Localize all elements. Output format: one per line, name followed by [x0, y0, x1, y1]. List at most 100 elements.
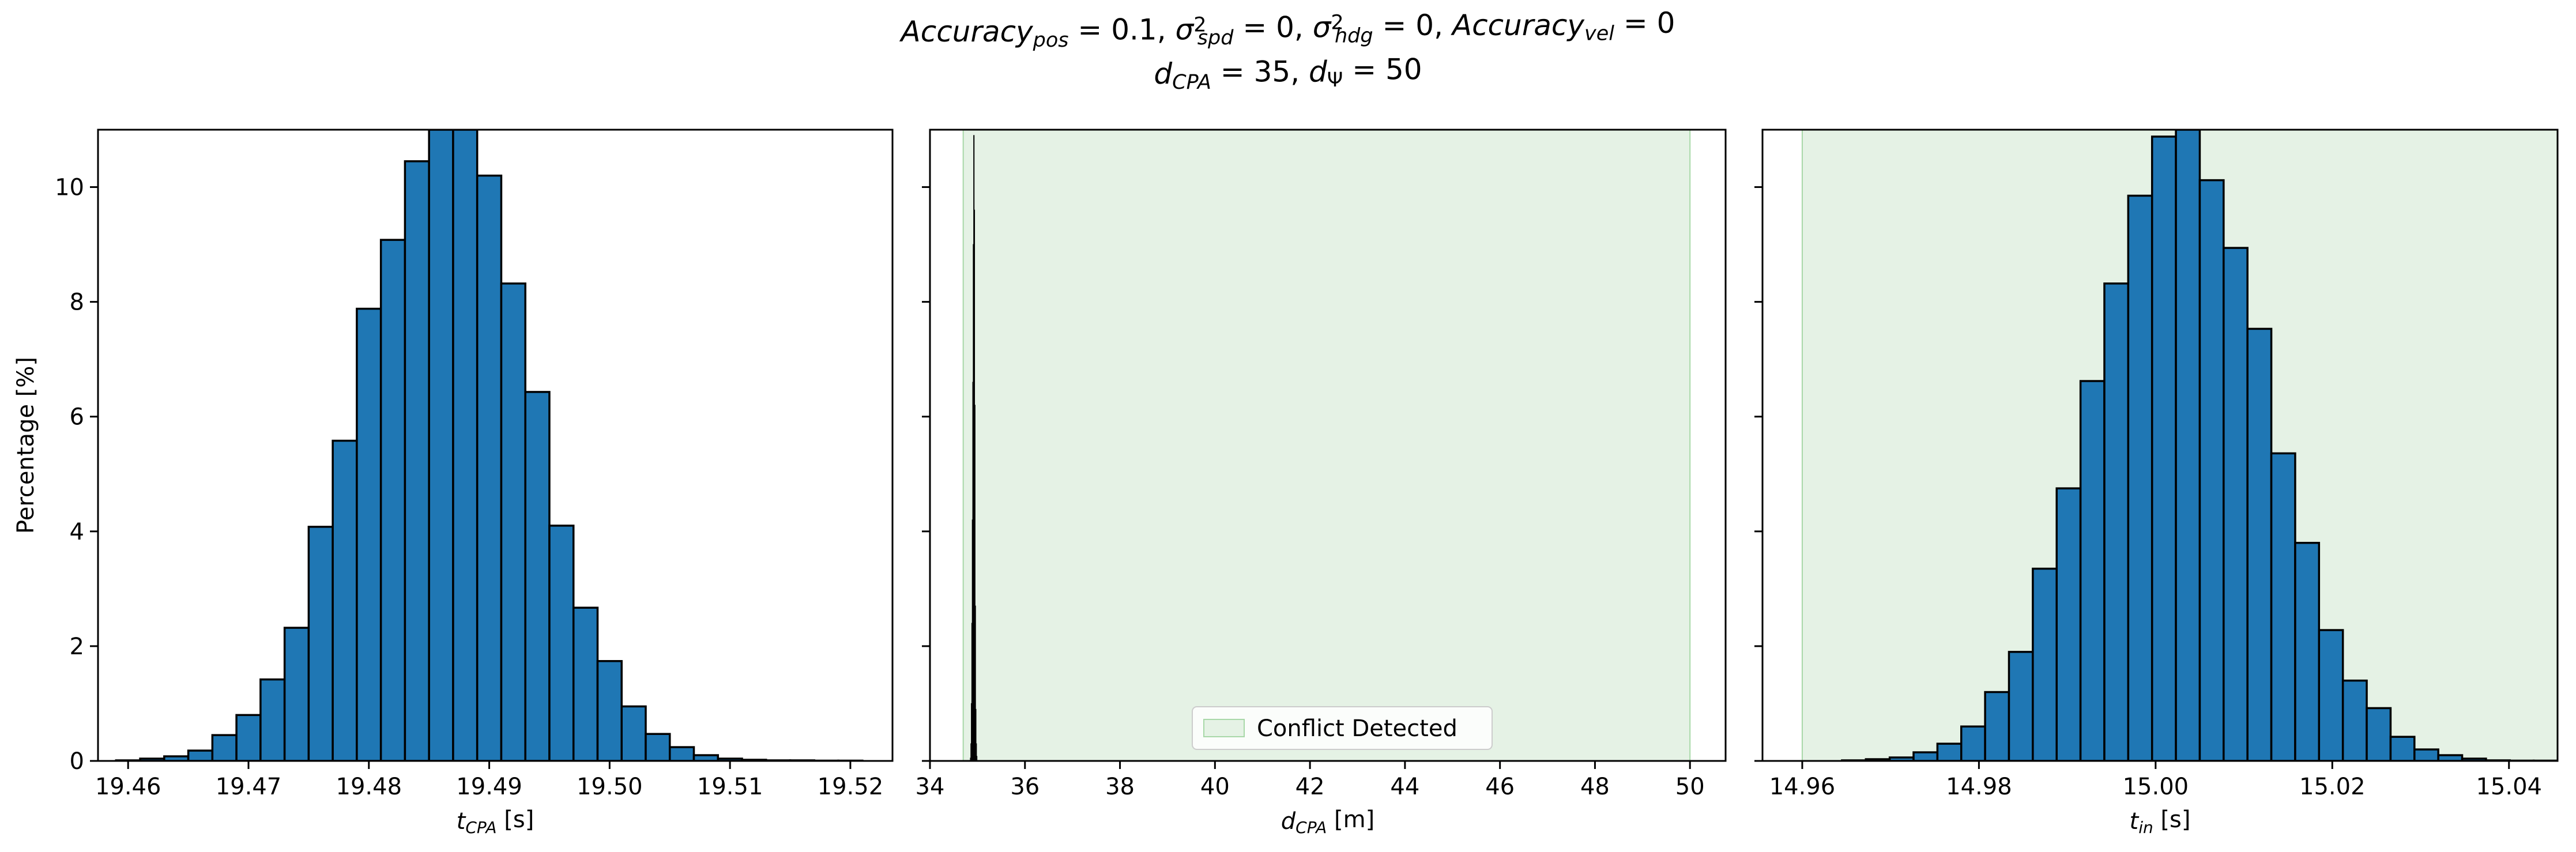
text-segment: = 50	[1343, 53, 1422, 86]
text-segment: = 0	[1614, 6, 1675, 40]
panel-tcpa: 19.46 19.47 19.48 19.49 19.50 19.51 19.52 0 2 4 6 8…	[13, 129, 894, 837]
text-segment: t	[457, 808, 466, 835]
histogram-bar	[259, 678, 286, 761]
text-segment: t	[2130, 808, 2140, 835]
text-segment: pos	[1033, 29, 1069, 52]
text-segment: CPA	[465, 818, 496, 837]
axes-frame	[1761, 129, 2559, 762]
figure-title-line-1: Accuracypos = 0.1, σ2 spd = 0, σ2 hdg = 0,…	[899, 6, 1675, 52]
legend-swatch	[1203, 719, 1245, 737]
histogram-bar	[2127, 194, 2153, 761]
legend: Conflict Detected	[1192, 706, 1493, 750]
histogram-bar	[307, 526, 334, 761]
text-segment: d	[1309, 55, 1327, 88]
x-tick-label: 36	[1010, 774, 1040, 800]
histogram-bar	[620, 705, 647, 761]
histogram-bar	[2318, 629, 2344, 761]
histogram-bar	[2103, 282, 2130, 761]
histogram-bar	[1984, 691, 2010, 761]
x-tick-label: 14.96	[1769, 774, 1836, 800]
histogram-bar	[2032, 567, 2058, 761]
text-segment: CPA	[1295, 818, 1327, 837]
histogram-bar	[332, 439, 358, 761]
y-tick-label: 4	[70, 519, 84, 545]
x-tick-label: 19.48	[336, 774, 402, 800]
conflict-region	[962, 130, 1691, 761]
x-tick-label: 38	[1105, 774, 1135, 800]
histogram-bar	[187, 749, 214, 761]
x-tick-label: 46	[1485, 774, 1515, 800]
y-tick-label: 6	[70, 404, 84, 431]
text-segment: σ	[1313, 11, 1332, 44]
x-tick-label: 19.46	[95, 774, 161, 800]
x-tick-label: 42	[1295, 774, 1325, 800]
text-segment: Accuracy	[1451, 9, 1585, 42]
x-axis-label: dCPA [m]	[1281, 806, 1374, 837]
histogram-bar	[2223, 247, 2249, 761]
histogram-bar	[2151, 135, 2177, 761]
axes-frame	[97, 129, 894, 762]
axes-frame	[929, 129, 1727, 762]
x-tick-label: 19.49	[456, 774, 522, 800]
histogram-bar	[596, 660, 623, 761]
plot-area	[962, 130, 1691, 761]
text-segment: [s]	[497, 806, 534, 833]
x-tick-label: 40	[1200, 774, 1230, 800]
histogram-bar	[2055, 487, 2082, 761]
histogram-bar	[2389, 736, 2416, 761]
y-tick-label: 8	[70, 289, 84, 316]
histogram-bar	[379, 239, 406, 761]
histogram-bar	[2270, 452, 2296, 761]
x-tick-label: 15.04	[2476, 774, 2542, 800]
figure-title-line-2: dCPA = 35, dΨ = 50	[1154, 53, 1422, 94]
histogram-bar	[1960, 725, 1986, 761]
x-tick-label: 19.50	[577, 774, 643, 800]
text-segment: Accuracy	[899, 15, 1034, 48]
text-segment: σ	[1176, 13, 1195, 46]
histogram-bar	[974, 405, 976, 761]
text-segment: 2	[1331, 12, 1343, 35]
histogram-bar	[428, 130, 454, 761]
histogram-bar	[1936, 742, 1963, 761]
panel-tin: 14.96 14.98 15.00 15.02 15.04 tin [s]	[1754, 129, 2559, 837]
histogram-bar	[2246, 327, 2273, 761]
plot-area	[1801, 130, 2558, 761]
histogram-bar	[356, 307, 382, 761]
histogram-bar	[2413, 748, 2439, 761]
histogram-bar	[1912, 751, 1939, 761]
x-tick-label: 15.00	[2123, 774, 2189, 800]
histogram-bar	[283, 627, 310, 761]
x-tick-label: 15.02	[2299, 774, 2366, 800]
x-tick-label: 50	[1675, 774, 1705, 800]
histogram-bar	[452, 130, 479, 761]
histogram-bar	[2079, 380, 2106, 761]
y-tick-label: 10	[55, 175, 84, 201]
histogram-bar	[974, 605, 976, 761]
histogram-bar	[2198, 179, 2225, 761]
panel-dcpa: 34 36 38 40 42 44 46 48 50 dCPA [m] Conflict Detec…	[916, 129, 1727, 837]
x-tick-label: 34	[916, 774, 945, 800]
text-segment: 2	[1193, 13, 1206, 36]
x-tick-label: 19.51	[697, 774, 763, 800]
y-tick-label: 0	[70, 748, 84, 775]
text-segment: Ψ	[1327, 69, 1343, 92]
text-segment: spd	[1197, 27, 1234, 50]
text-segment: vel	[1584, 22, 1614, 46]
histogram-bar	[2341, 679, 2368, 761]
histogram-bar	[2294, 541, 2321, 761]
text-segment: [s]	[2153, 806, 2191, 833]
legend-label: Conflict Detected	[1257, 715, 1458, 742]
text-segment: = 0.1,	[1069, 13, 1176, 46]
x-tick-label: 48	[1580, 774, 1610, 800]
histogram-bar	[668, 746, 695, 761]
text-segment: d	[1281, 808, 1296, 835]
text-segment: in	[2138, 818, 2153, 837]
histogram-bar	[2175, 130, 2201, 761]
x-tick-label: 19.47	[216, 774, 282, 800]
histogram-bar	[476, 174, 503, 761]
plot-area	[115, 130, 864, 761]
histogram-bar	[548, 525, 575, 761]
text-segment: [m]	[1327, 806, 1374, 833]
text-segment: CPA	[1172, 71, 1211, 94]
